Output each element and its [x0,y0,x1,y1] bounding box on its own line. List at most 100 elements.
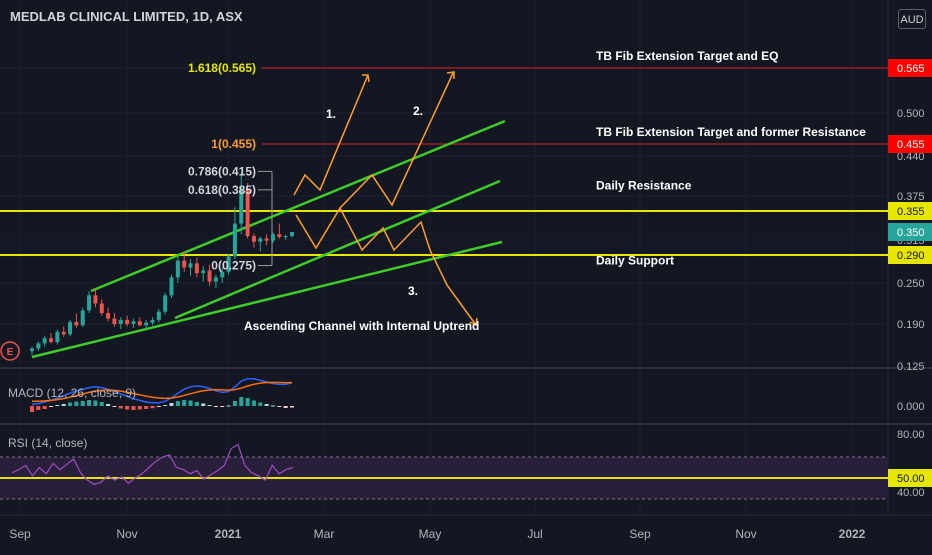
candle-body [194,263,199,274]
macd-histogram-bar [112,406,117,407]
macd-histogram-bar [182,400,187,406]
macd-histogram-bar [93,400,98,406]
earnings-label: E [7,347,14,358]
macd-tick: 0.000 [897,401,925,413]
macd-histogram-bar [61,404,66,406]
macd-histogram-bar [175,401,180,406]
candle-body [182,260,187,268]
macd-histogram-bar [270,405,275,407]
macd-histogram-bar [194,402,199,406]
price-badge [888,59,932,77]
candle-body [42,338,47,344]
candle-body [99,303,104,314]
macd-line [31,378,293,406]
projection-path-2 [339,72,454,209]
candle-body [239,189,244,224]
macd-histogram-bar [99,402,104,406]
candle-body [80,310,85,326]
rsi-badge-text: 50.00 [897,473,925,485]
macd-histogram-bar [163,405,168,406]
rsi-pane: 80.00 50.00 40.00 [0,429,932,500]
candle-body [169,277,174,296]
macd-histogram-bar [258,402,263,406]
price-badge [888,246,932,264]
price-tick: 0.190 [897,319,925,331]
macd-histogram-bar [49,406,54,407]
macd-histogram-bar [264,404,269,406]
candle-body [220,271,225,278]
fib-label: 0.618(0.385) [188,183,256,197]
signal-line [32,381,292,402]
candle-body [251,236,256,242]
candle-body [232,223,237,257]
fib-label: 0(0.275) [211,259,256,273]
fib-label: 0.786(0.415) [188,164,256,178]
macd-histogram-bar [74,401,79,406]
projection-arrow-2 [446,71,455,79]
projection-arrow-3 [469,317,478,327]
candle-body [112,318,117,324]
grid [0,0,932,516]
candle-body [258,238,263,242]
annotation-text: Ascending Channel with Internal Uptrend [244,319,479,333]
candle-body [36,343,41,349]
candle-body [163,295,168,312]
time-tick: 2021 [215,527,242,541]
earnings-marker [0,341,20,361]
macd-histogram-bar [36,406,41,410]
candle-body [93,295,98,304]
projection-arrow-1 [362,74,370,83]
scenario-label: 3. [408,284,418,298]
candle-body [277,234,282,238]
candle-body [283,236,288,238]
macd-histogram-bar [277,406,282,407]
price-tick: 0.375 [897,191,925,203]
candle-body [30,348,34,352]
macd-histogram-bar [207,405,212,406]
candle-body [201,270,206,274]
time-tick: Nov [116,527,137,541]
candle-body [61,331,66,335]
price-badge-text: 0.350 [897,227,925,239]
time-tick: Mar [314,527,335,541]
candle-body [131,321,136,324]
time-tick: 2022 [839,527,866,541]
fib-label: 1.618(0.565) [188,61,256,75]
currency-button[interactable]: AUD [898,9,926,29]
candle-body [264,238,269,241]
ascending-channel [31,119,506,359]
macd-histogram-bar [55,405,60,406]
macd-histogram-bar [144,406,149,409]
symbol-title[interactable]: MEDLAB CLINICAL LIMITED, 1D, ASX [10,9,243,24]
macd-histogram-bar [30,406,34,412]
fib-lines [0,67,888,266]
macd-histogram-bar [87,400,92,406]
time-tick: Nov [735,527,756,541]
candle-body [106,313,111,319]
time-tick: Sep [629,527,651,541]
macd-histogram-bar [125,406,130,410]
price-badge-text: 0.565 [897,63,925,75]
candle-body [118,319,123,324]
candle-body [137,321,142,326]
macd-histogram-bar [239,397,244,406]
candle-body [226,256,231,272]
rsi-line [11,443,293,485]
annotation-text: Daily Resistance [596,179,692,193]
scenario-label: 1. [326,107,336,121]
scenario-label: 2. [413,104,423,118]
candle-body [213,277,218,282]
macd-histogram-bar [251,400,256,406]
annotation-text: TB Fib Extension Target and EQ [596,49,778,63]
macd-histogram-bar [137,406,142,410]
rsi-label[interactable]: RSI (14, close) [8,436,88,450]
macd-histogram-bar [156,406,161,407]
price-tick: 0.440 [897,151,925,163]
macd-histogram-bar [118,406,123,409]
macd-label[interactable]: MACD (12, 26, close, 9) [8,386,137,400]
candle-body [144,322,149,326]
macd-histogram-bar [290,406,294,408]
projection-path-3 [295,206,477,326]
